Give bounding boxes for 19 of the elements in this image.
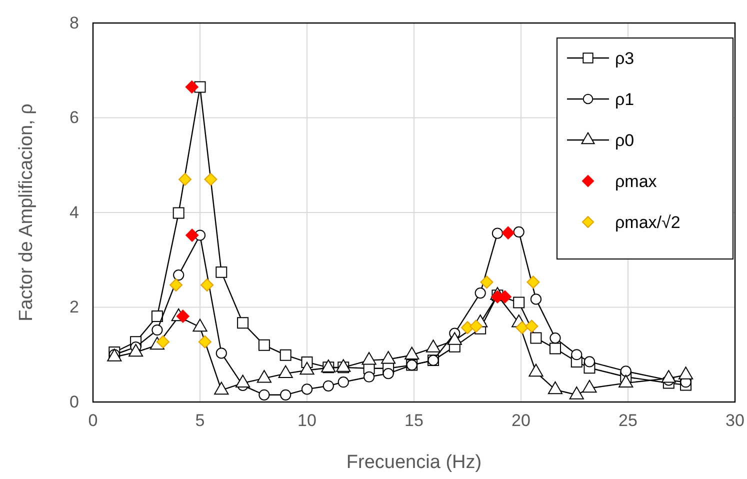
x-tick-label: 25 [618,411,638,430]
x-axis-title: Frecuencia (Hz) [346,452,482,473]
y-tick-label: 0 [70,392,79,412]
y-tick-label: 6 [70,108,79,128]
y-tick-label: 2 [70,298,79,317]
y-tick-label: 4 [70,202,79,222]
x-tick-label: 20 [512,411,530,430]
y-axis-title: Factor de Amplificacion, ρ [16,103,37,322]
legend-label: ρmax [615,172,658,191]
x-tick-label: 0 [88,411,98,430]
legend-label: ρmax/√2 [615,213,680,232]
x-tick-label: 30 [726,411,744,430]
legend-label: ρ1 [615,90,634,109]
legend-label: ρ3 [615,49,634,68]
y-tick-label: 8 [70,13,79,32]
x-tick-label: 10 [298,411,316,430]
x-tick-label: 5 [195,411,205,430]
legend-label: ρ0 [615,131,634,150]
x-tick-label: 15 [404,411,424,430]
